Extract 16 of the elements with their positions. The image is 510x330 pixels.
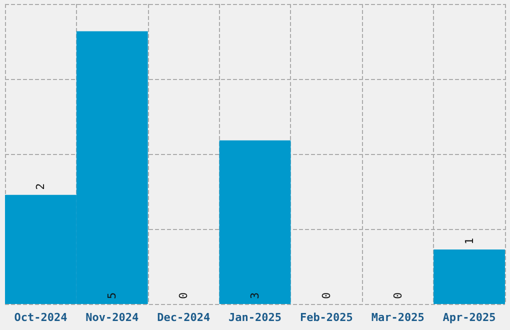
bar bbox=[434, 249, 505, 304]
data-label: 2 bbox=[34, 183, 48, 190]
x-tick-label: Nov-2024 bbox=[86, 311, 140, 324]
data-label: 5 bbox=[106, 292, 119, 299]
x-tick-label: Oct-2024 bbox=[14, 311, 68, 324]
x-tick-label: Jan-2025 bbox=[228, 311, 282, 324]
x-tick-label: Feb-2025 bbox=[300, 311, 353, 324]
bar bbox=[219, 140, 291, 304]
data-label: 3 bbox=[248, 292, 262, 299]
data-label: 0 bbox=[391, 292, 404, 299]
data-label: 0 bbox=[320, 292, 333, 299]
x-tick-label: Mar-2025 bbox=[371, 311, 424, 324]
x-tick-label: Dec-2024 bbox=[157, 311, 210, 324]
data-label: 1 bbox=[462, 238, 476, 244]
x-tick-label: Apr-2025 bbox=[442, 311, 496, 324]
data-label: 0 bbox=[177, 292, 190, 299]
